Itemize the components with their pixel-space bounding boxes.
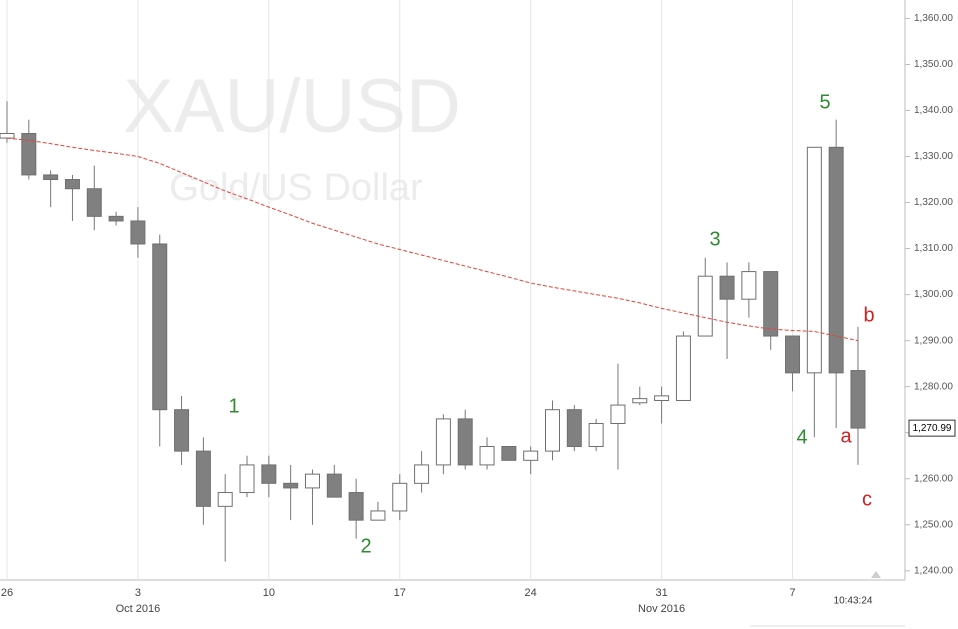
x-tick-label: 7 bbox=[789, 587, 795, 599]
candle-body bbox=[152, 243, 168, 411]
watermark-subtitle: Gold/US Dollar bbox=[169, 167, 423, 209]
candle-body bbox=[130, 220, 146, 245]
wave-label: c bbox=[862, 488, 872, 510]
watermark-title: XAU/USD bbox=[123, 64, 461, 149]
candle-body bbox=[785, 335, 801, 374]
x-month-label: Nov 2016 bbox=[638, 603, 685, 615]
candle-body bbox=[610, 404, 626, 424]
scroll-arrow bbox=[871, 571, 881, 578]
x-tick-label: 31 bbox=[655, 587, 667, 599]
wave-label: 2 bbox=[360, 535, 371, 557]
candle-body bbox=[763, 271, 779, 337]
candle-body bbox=[326, 473, 342, 498]
y-tick-label: 1,350.00 bbox=[914, 59, 953, 70]
candle-body bbox=[741, 271, 757, 300]
x-month-label: Oct 2016 bbox=[116, 603, 161, 615]
wave-label: 1 bbox=[228, 395, 239, 417]
wave-label: 5 bbox=[819, 91, 830, 113]
y-tick-label: 1,360.00 bbox=[914, 13, 953, 24]
candle-body bbox=[392, 482, 408, 512]
candle-body bbox=[632, 398, 648, 404]
wave-label: b bbox=[863, 304, 874, 326]
y-tick-label: 1,260.00 bbox=[914, 473, 953, 484]
candle-body bbox=[43, 174, 59, 181]
moving-average bbox=[6, 137, 859, 342]
candle-body bbox=[348, 492, 364, 521]
y-tick-label: 1,310.00 bbox=[914, 243, 953, 254]
candle-body bbox=[108, 215, 124, 222]
x-tick-label: 26 bbox=[1, 587, 13, 599]
x-tick-label: 10 bbox=[263, 587, 275, 599]
y-tick-label: 1,330.00 bbox=[914, 151, 953, 162]
candle-body bbox=[697, 275, 713, 337]
candle-body bbox=[719, 275, 735, 300]
y-tick-label: 1,250.00 bbox=[914, 519, 953, 530]
candle-body bbox=[545, 409, 560, 452]
x-tick-label: 3 bbox=[135, 587, 141, 599]
y-tick-label: 1,300.00 bbox=[914, 289, 953, 300]
candle-body bbox=[283, 482, 299, 489]
wave-label: a bbox=[840, 425, 852, 447]
candle-body bbox=[195, 450, 211, 507]
x-tick-label: 17 bbox=[394, 587, 406, 599]
candle-body bbox=[0, 132, 15, 139]
candle-body bbox=[479, 446, 495, 466]
candle-body bbox=[501, 446, 517, 461]
candle-body bbox=[654, 395, 670, 401]
candle-body bbox=[828, 146, 844, 374]
candle-body bbox=[435, 418, 451, 466]
time-label: 10:43:24 bbox=[834, 596, 873, 607]
candle-body bbox=[64, 179, 80, 190]
y-tick-label: 1,280.00 bbox=[914, 381, 953, 392]
wave-label: 4 bbox=[796, 426, 807, 448]
last-price-box bbox=[908, 419, 956, 437]
y-tick-label: 1,320.00 bbox=[914, 197, 953, 208]
candle-body bbox=[588, 422, 604, 448]
candle-body bbox=[261, 464, 277, 484]
candle-body bbox=[457, 418, 473, 466]
candle-body bbox=[239, 464, 255, 494]
candle-body bbox=[414, 464, 430, 484]
y-tick-label: 1,240.00 bbox=[914, 565, 953, 576]
candle-body bbox=[21, 132, 37, 176]
candle-body bbox=[675, 335, 691, 401]
candle-body bbox=[850, 370, 866, 429]
candle-body bbox=[217, 492, 233, 507]
x-tick-label: 24 bbox=[525, 587, 537, 599]
wave-label: 3 bbox=[709, 228, 720, 250]
candle-body bbox=[523, 450, 539, 461]
candle-body bbox=[304, 473, 320, 489]
y-tick-label: 1,340.00 bbox=[914, 105, 953, 116]
candle-body bbox=[370, 510, 386, 521]
candle-body bbox=[174, 409, 190, 452]
candle-body bbox=[86, 188, 102, 217]
candle-body bbox=[806, 146, 822, 374]
candle-body bbox=[566, 409, 582, 448]
last-price-label: 1,270.99 bbox=[913, 423, 952, 434]
y-tick-label: 1,290.00 bbox=[914, 335, 953, 346]
